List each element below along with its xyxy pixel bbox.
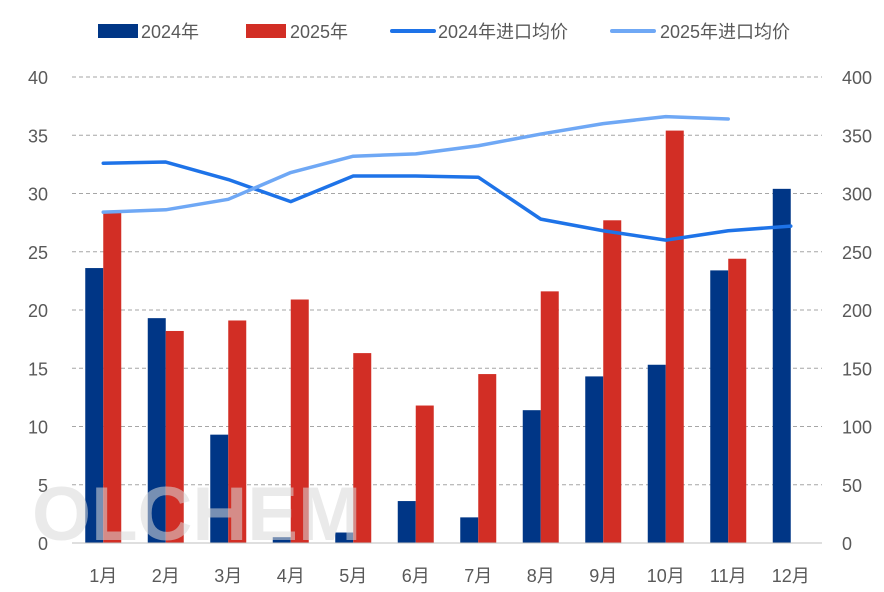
x-tick-label: 6月 — [402, 566, 430, 586]
x-tick-label: 10月 — [647, 566, 685, 586]
line-2024年进口均价[interactable] — [101, 160, 793, 242]
y-right-tick-label: 250 — [842, 243, 872, 263]
bar-2024年-10月[interactable] — [647, 364, 666, 543]
price-lines — [101, 114, 793, 242]
bar-2025年-6月[interactable] — [415, 405, 434, 543]
bar-2024年-1月[interactable] — [85, 268, 104, 543]
y-right-tick-label: 150 — [842, 359, 872, 379]
bar-2024年-11月[interactable] — [710, 270, 729, 543]
bar-2024年-4月[interactable] — [272, 537, 291, 543]
x-tick-label: 11月 — [710, 566, 747, 586]
bar-2025年-3月[interactable] — [228, 320, 247, 543]
legend-item[interactable]: 2025年 — [246, 22, 348, 42]
bar-2024年-9月[interactable] — [585, 376, 604, 543]
y-left-tick-label: 10 — [28, 418, 48, 438]
line-2025年进口均价[interactable] — [101, 114, 730, 214]
legend-swatch — [98, 24, 138, 38]
y-right-tick-label: 350 — [842, 126, 872, 146]
watermark: OLCHEM — [32, 472, 361, 557]
bar-2025年-9月[interactable] — [603, 220, 622, 544]
bar-2024年-7月[interactable] — [460, 517, 479, 543]
legend-label: 2025年 — [290, 22, 348, 42]
x-tick-label: 3月 — [214, 566, 242, 586]
bar-2024年-12月[interactable] — [772, 188, 791, 543]
bar-2025年-8月[interactable] — [540, 291, 559, 543]
bar-2024年-8月[interactable] — [522, 410, 541, 543]
y-left-tick-label: 0 — [38, 534, 48, 554]
bar-2025年-7月[interactable] — [478, 374, 497, 543]
y-right-tick-label: 100 — [842, 418, 872, 438]
gridlines — [72, 76, 822, 486]
legend-swatch — [246, 24, 286, 38]
x-tick-label: 9月 — [589, 566, 617, 586]
legend-label: 2024年进口均价 — [438, 22, 568, 42]
legend-label: 2025年进口均价 — [660, 22, 790, 42]
y-right-tick-label: 200 — [842, 301, 872, 321]
y-left-tick-label: 40 — [28, 68, 48, 88]
y-right-tick-label: 50 — [842, 476, 862, 496]
y-right-tick-label: 0 — [842, 534, 852, 554]
bar-2024年-6月[interactable] — [397, 501, 416, 543]
bars — [85, 130, 791, 544]
x-tick-label: 7月 — [464, 566, 492, 586]
y-left-tick-label: 30 — [28, 185, 48, 205]
legend-label: 2024年 — [141, 22, 199, 42]
y-right-tick-label: 400 — [842, 68, 872, 88]
y-left-tick-label: 35 — [28, 126, 48, 146]
y-left-tick-label: 15 — [28, 359, 48, 379]
bar-2025年-5月[interactable] — [353, 353, 372, 543]
y-left-tick-label: 20 — [28, 301, 48, 321]
bar-2025年-2月[interactable] — [165, 330, 184, 543]
legend-item[interactable]: 2024年 — [98, 22, 199, 42]
bar-2024年-5月[interactable] — [335, 532, 354, 543]
x-tick-label: 8月 — [527, 566, 555, 586]
x-tick-label: 4月 — [277, 566, 305, 586]
legend-item[interactable]: 2025年进口均价 — [610, 22, 790, 42]
y-right-tick-label: 300 — [842, 185, 872, 205]
y-left-tick-label: 25 — [28, 243, 48, 263]
legend[interactable]: 2024年 2025年 2024年进口均价 2025年进口均价 — [98, 22, 790, 42]
x-tick-label: 2月 — [152, 566, 180, 586]
bar-2025年-10月[interactable] — [665, 130, 684, 543]
bar-2024年-2月[interactable] — [147, 318, 166, 543]
y-left-tick-label: 5 — [38, 476, 48, 496]
bar-2025年-4月[interactable] — [290, 299, 309, 543]
x-tick-label: 5月 — [339, 566, 367, 586]
bar-2025年-1月[interactable] — [103, 210, 122, 543]
bar-2024年-3月[interactable] — [210, 434, 229, 543]
x-tick-label: 12月 — [772, 566, 810, 586]
axes: 0510152025303540050100150200250300350400… — [28, 68, 872, 586]
bar-2025年-11月[interactable] — [728, 258, 747, 543]
x-tick-label: 1月 — [89, 566, 117, 586]
legend-item[interactable]: 2024年进口均价 — [390, 22, 568, 42]
